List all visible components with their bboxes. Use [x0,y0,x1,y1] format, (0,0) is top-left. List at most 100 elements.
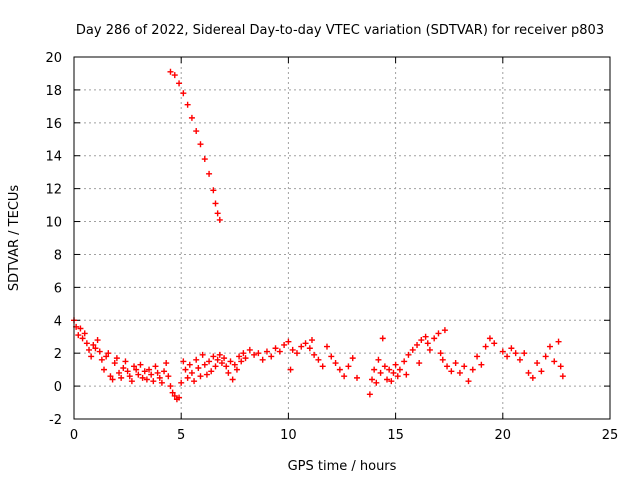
data-point-main-band [328,353,335,360]
y-tick-label: 0 [54,380,62,395]
x-tick-label: 15 [387,428,404,443]
data-point-main-band [236,353,243,360]
data-point-main-band [315,356,322,363]
y-tick-label: 6 [54,281,62,296]
data-point-main-band [499,348,506,355]
data-point-main-band [218,360,225,367]
data-point-high-arc [193,128,200,135]
data-point-main-band [403,371,410,378]
data-point-main-band [542,353,549,360]
data-point-main-band [103,353,110,360]
data-point-main-band [354,374,361,381]
x-tick-label: 10 [280,428,297,443]
data-point-main-band [176,394,183,401]
data-point-main-band [182,366,189,373]
data-point-main-band [83,340,90,347]
data-point-main-band [551,358,558,365]
y-tick-label: 2 [54,347,62,362]
data-point-main-band [546,343,553,350]
data-point-main-band [124,368,131,375]
data-point-main-band [276,348,283,355]
data-point-main-band [240,350,247,357]
data-point-main-band [452,360,459,367]
data-point-main-band [126,373,133,380]
data-point-high-arc [206,170,213,177]
data-point-main-band [386,366,393,373]
data-point-main-band [390,369,397,376]
data-point-main-band [233,366,240,373]
data-point-main-band [150,378,157,385]
data-point-main-band [456,369,463,376]
y-tick-label: 4 [54,314,62,329]
data-point-main-band [223,363,230,370]
data-point-main-band [193,356,200,363]
y-tick-label: 18 [45,84,62,99]
data-point-main-band [268,353,275,360]
data-point-main-band [287,366,294,373]
data-point-main-band [206,358,213,365]
data-point-high-arc [180,90,187,97]
data-point-main-band [156,374,163,381]
data-point-main-band [371,366,378,373]
data-point-high-arc [197,141,204,148]
data-point-main-band [521,350,528,357]
data-point-main-band [169,389,176,396]
data-point-main-band [105,350,112,357]
y-tick-label: 12 [45,183,62,198]
data-point-main-band [120,364,127,371]
data-point-main-band [281,341,288,348]
data-point-main-band [525,369,532,376]
data-point-main-band [167,383,174,390]
x-tick-label: 5 [177,428,185,443]
data-point-main-band [171,392,178,399]
data-point-main-band [416,360,423,367]
data-point-main-band [332,360,339,367]
data-point-main-band [392,361,399,368]
data-point-main-band [272,345,279,352]
data-point-main-band [77,325,84,332]
data-point-main-band [107,373,114,380]
data-point-main-band [508,345,515,352]
data-points [71,68,566,403]
data-point-main-band [465,378,472,385]
data-point-main-band [94,337,101,344]
data-point-main-band [109,376,116,383]
data-point-main-band [133,366,140,373]
data-point-main-band [409,346,416,353]
data-point-main-band [426,346,433,353]
data-point-main-band [163,360,170,367]
chart-title: Day 286 of 2022, Sidereal Day-to-day VTE… [76,23,604,38]
y-axis-label: SDTVAR / TECUs [7,185,22,292]
data-point-main-band [238,358,245,365]
data-point-main-band [113,355,120,362]
data-point-main-band [512,350,519,357]
data-point-main-band [319,363,326,370]
y-tick-label: 20 [45,51,62,66]
data-point-main-band [555,338,562,345]
data-point-main-band [529,374,536,381]
data-point-main-band [437,350,444,357]
data-point-main-band [128,378,135,385]
data-point-main-band [137,361,144,368]
x-tick-label: 0 [70,428,78,443]
data-point-main-band [75,332,82,339]
data-point-main-band [394,373,401,380]
y-tick-label: 16 [45,117,62,132]
data-point-main-band [448,368,455,375]
data-point-main-band [227,358,234,365]
data-point-main-band [259,356,266,363]
data-point-main-band [101,366,108,373]
data-point-main-band [293,350,300,357]
data-point-main-band [298,343,305,350]
data-point-main-band [214,356,221,363]
data-point-main-band [88,353,95,360]
data-point-main-band [184,374,191,381]
data-point-main-band [178,379,185,386]
data-point-main-band [308,337,315,344]
data-point-high-arc [210,187,217,194]
data-point-main-band [534,360,541,367]
data-point-main-band [557,363,564,370]
data-point-high-arc [188,114,195,121]
data-point-main-band [255,350,262,357]
x-axis-label: GPS time / hours [288,459,397,474]
